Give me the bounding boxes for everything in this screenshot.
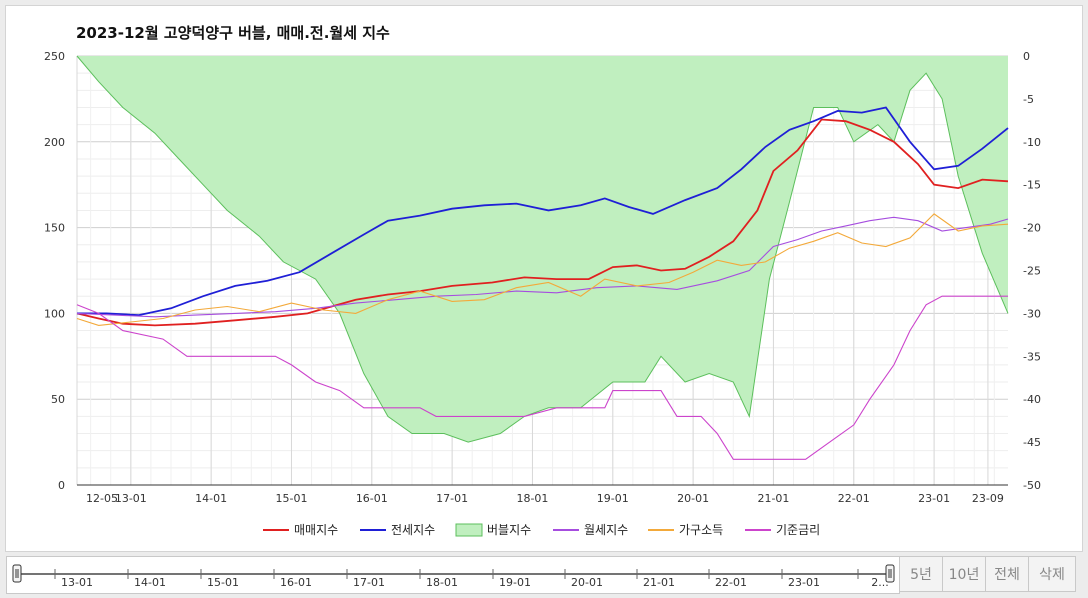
range-10y-button[interactable]: 10년 [943, 557, 986, 591]
range-all-button[interactable]: 전체 [986, 557, 1029, 591]
legend-label: 가구소득 [679, 523, 723, 537]
x-tick-label: 15-01 [275, 492, 307, 505]
navigator-tick-label: 14-01 [134, 576, 166, 589]
x-tick-label: 23-09 [972, 492, 1004, 505]
bubble-area-fill [77, 56, 1008, 443]
x-tick-label: 21-01 [757, 492, 789, 505]
x-tick-label: 22-01 [838, 492, 870, 505]
legend-label: 기준금리 [776, 523, 820, 537]
legend-item-4[interactable]: 가구소득 [648, 523, 723, 537]
navigator-tick-label: 20-01 [571, 576, 603, 589]
navigator-tick-label: 16-01 [280, 576, 312, 589]
series-line-4 [76, 213, 1009, 326]
navigator-tick-label: 13-01 [61, 576, 93, 589]
right-tick-label: -40 [1023, 393, 1041, 406]
navigator-svg[interactable]: 13-01 14-01 15-01 16-01 17-01 18-01 19-01 20-01… [7, 557, 899, 593]
legend[interactable]: 매매지수 전세지수 버블지수 월세지수 가구소득 기준금리 [263, 523, 820, 537]
right-tick-label: -15 [1023, 179, 1041, 192]
right-axis: 0 -5 -10 -15 -20 -25 -30 -35 -40 -45 -50 [1023, 50, 1041, 492]
navigator-left-handle[interactable] [12, 564, 22, 583]
navigator-tick-label: 22-01 [715, 576, 747, 589]
navigator-tick-label: 18-01 [426, 576, 458, 589]
x-tick-label: 18-01 [516, 492, 548, 505]
navigator-tick-label: 17-01 [353, 576, 385, 589]
right-tick-label: -25 [1023, 265, 1041, 278]
navigator-tick-label: 15-01 [207, 576, 239, 589]
series-line-5 [76, 295, 1008, 460]
chart-title: 2023-12월 고양덕양구 버블, 매매.전.월세 지수 [76, 24, 390, 42]
legend-label: 전세지수 [391, 523, 435, 537]
navigator-tick-label: 23-01 [788, 576, 820, 589]
legend-label: 버블지수 [487, 523, 531, 537]
x-tick-label: 14-01 [195, 492, 227, 505]
x-tick-label: 12-05 [86, 492, 118, 505]
range-5y-button[interactable]: 5년 [900, 557, 943, 591]
series-line-0 [76, 118, 1009, 327]
navigator-right-handle[interactable] [885, 564, 895, 583]
x-tick-label: 23-01 [918, 492, 950, 505]
legend-item-3[interactable]: 월세지수 [553, 523, 628, 537]
right-tick-label: -20 [1023, 222, 1041, 235]
legend-label: 월세지수 [584, 523, 628, 537]
left-tick-label: 200 [44, 136, 65, 149]
navigator-tick-label: 2... [871, 576, 889, 589]
right-tick-label: -5 [1023, 93, 1034, 106]
range-button-group: 5년 10년 전체 삭제 [899, 556, 1076, 592]
left-tick-label: 150 [44, 222, 65, 235]
legend-item-5[interactable]: 기준금리 [745, 523, 820, 537]
left-tick-label: 100 [44, 307, 65, 320]
left-tick-label: 50 [51, 393, 65, 406]
left-axis: 0 50 100 150 200 250 [44, 50, 65, 492]
legend-swatch [455, 523, 483, 537]
navigator-tick-label: 21-01 [643, 576, 675, 589]
right-tick-label: -30 [1023, 307, 1041, 320]
right-tick-label: -45 [1023, 436, 1041, 449]
navigator-tick-label: 19-01 [499, 576, 531, 589]
bubble-area-layer [76, 55, 1009, 443]
range-navigator[interactable]: 13-01 14-01 15-01 16-01 17-01 18-01 19-01 20-01… [6, 556, 900, 594]
right-tick-label: -10 [1023, 136, 1041, 149]
right-tick-label: -35 [1023, 350, 1041, 363]
x-tick-label: 16-01 [356, 492, 388, 505]
right-tick-label: -50 [1023, 479, 1041, 492]
left-tick-label: 0 [58, 479, 65, 492]
series-line-1 [77, 106, 1009, 317]
bubble-area-outline [76, 55, 1009, 443]
legend-item-1[interactable]: 전세지수 [360, 523, 435, 537]
x-tick-label: 20-01 [677, 492, 709, 505]
legend-label: 매매지수 [294, 523, 338, 537]
left-tick-label: 250 [44, 50, 65, 63]
chart-area: 0 50 100 150 200 250 0 -5 -10 -15 -20 -25 -30 -35 -40… [44, 50, 1041, 537]
legend-item-2[interactable]: 버블지수 [455, 523, 531, 537]
x-tick-label: 19-01 [597, 492, 629, 505]
series-lines-layer [76, 106, 1009, 460]
right-tick-label: 0 [1023, 50, 1030, 63]
legend-item-0[interactable]: 매매지수 [263, 523, 338, 537]
x-tick-label: 17-01 [436, 492, 468, 505]
x-tick-label: 13-01 [115, 492, 147, 505]
delete-button[interactable]: 삭제 [1029, 557, 1075, 591]
navigator-ticks: 13-01 14-01 15-01 16-01 17-01 18-01 19-01 20-01… [54, 569, 889, 589]
